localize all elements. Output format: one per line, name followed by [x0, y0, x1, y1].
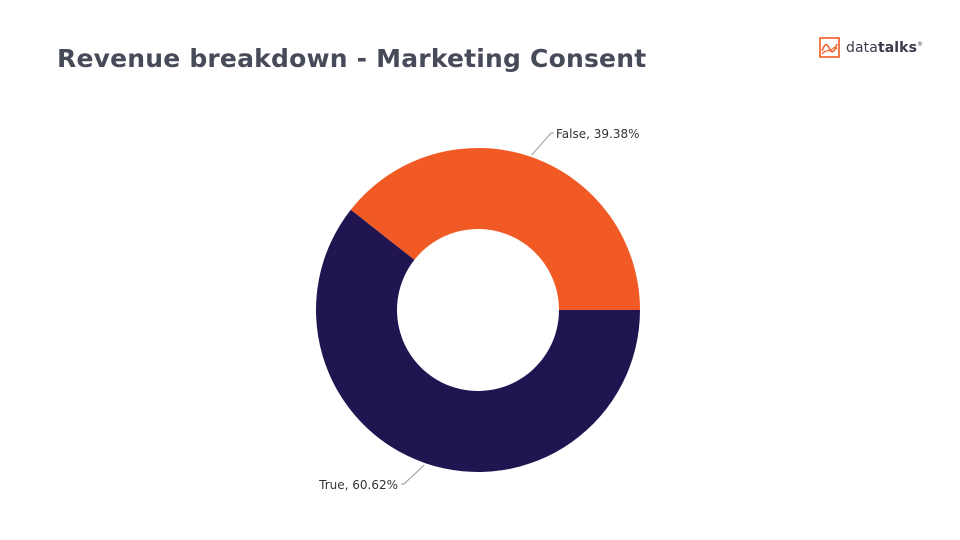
slice-label-true: True, 60.62%	[318, 478, 398, 492]
leader-line-true	[401, 464, 425, 485]
logo-wordmark: datatalks®	[846, 40, 923, 56]
logo-text-talks: talks	[877, 39, 918, 56]
leader-line-false	[531, 132, 554, 156]
donut-slice-false	[350, 148, 640, 310]
logo-trademark: ®	[917, 40, 924, 48]
datatalks-logo: datatalks®	[819, 37, 923, 58]
donut-slice-true	[316, 209, 640, 473]
slice-label-false: False, 39.38%	[556, 127, 640, 141]
page-title: Revenue breakdown - Marketing Consent	[57, 44, 647, 73]
datatalks-logo-icon	[819, 37, 840, 58]
logo-text-data: data	[846, 39, 878, 56]
